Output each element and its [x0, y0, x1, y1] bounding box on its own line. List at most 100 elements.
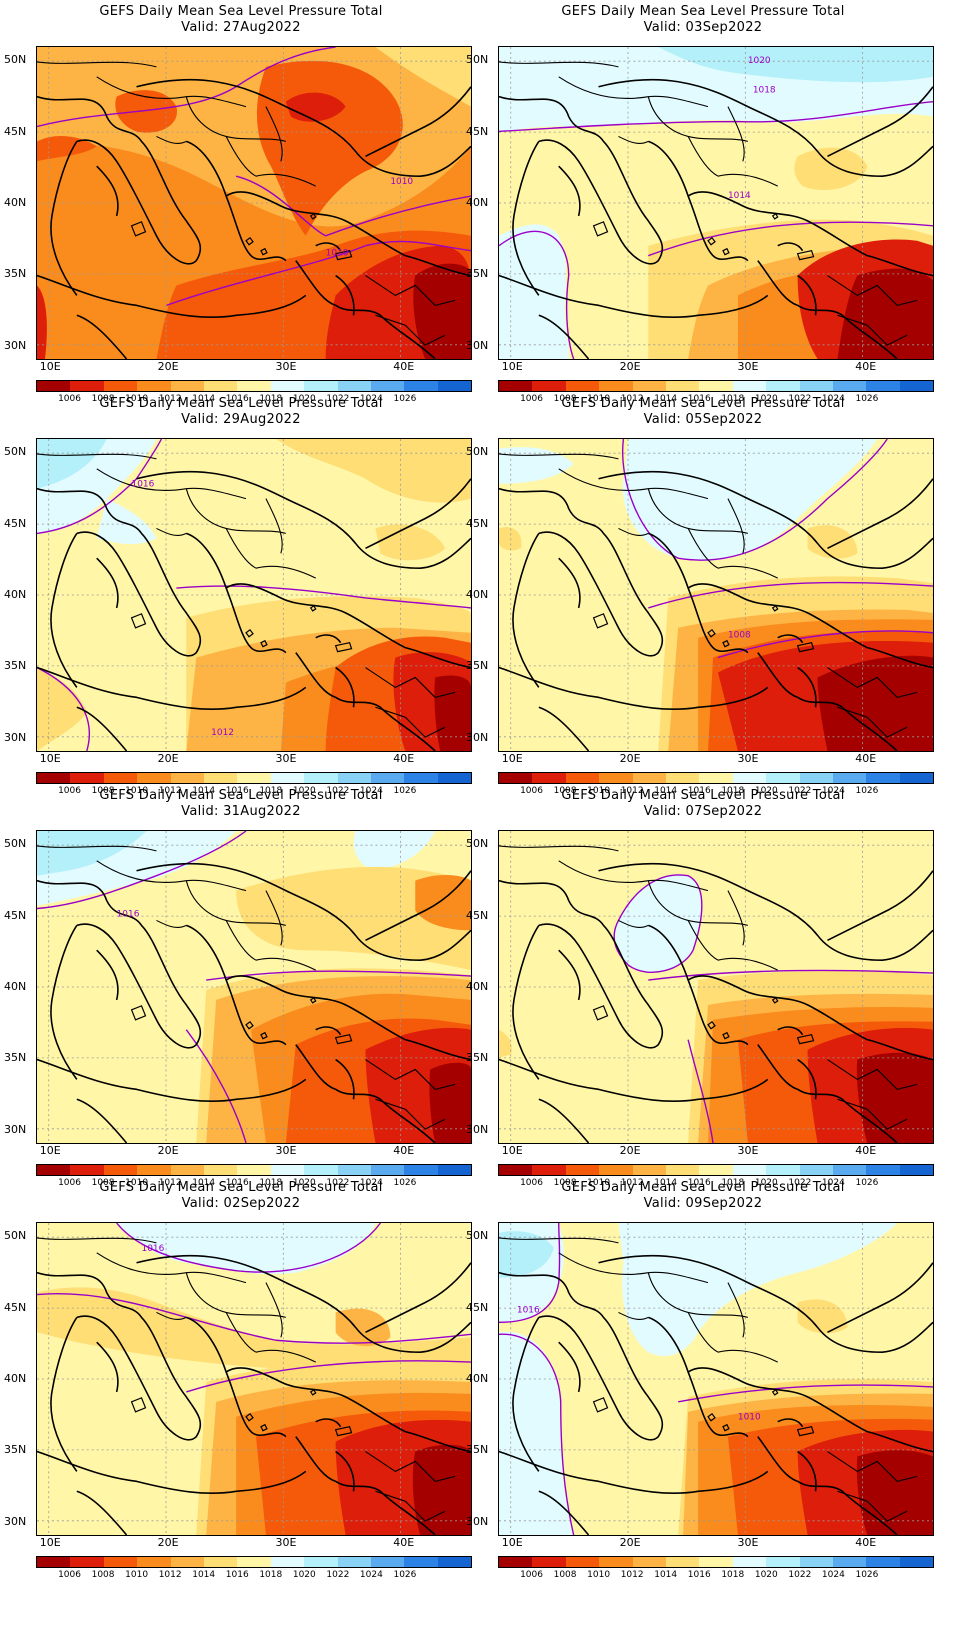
coastline: [598, 862, 749, 892]
coastline: [499, 879, 664, 1049]
y-tick-label: 45N: [466, 908, 489, 922]
isobar-label: 1010: [326, 249, 349, 259]
coastline: [499, 1058, 769, 1103]
coastline: [512, 532, 540, 688]
colorbar-segment: [832, 381, 867, 391]
panel-title: GEFS Daily Mean Sea Level Pressure Total: [99, 396, 383, 411]
isobar-label: 1018: [753, 86, 776, 96]
colorbar-label: 1018: [259, 394, 283, 404]
coastline: [76, 1098, 128, 1143]
x-tick-label: 30E: [737, 360, 759, 373]
y-tick-label: 50N: [466, 53, 489, 67]
pressure-fill-region: [353, 831, 436, 871]
pressure-fill-region: [797, 1299, 848, 1334]
island: [245, 236, 254, 246]
coastline: [96, 1341, 119, 1393]
country-border: [255, 565, 316, 579]
pressure-fill-region: [807, 525, 858, 559]
colorbar-segment: [237, 381, 271, 391]
colorbar-segment: [370, 381, 405, 391]
colorbar-label: 1012: [158, 394, 182, 404]
country-border: [156, 919, 187, 928]
pressure-fill-region: [236, 866, 471, 971]
colorbar-label: 1014: [654, 394, 678, 404]
coastline: [225, 191, 471, 277]
x-tick-label: 10E: [39, 1144, 61, 1157]
country-border: [365, 1451, 456, 1482]
isobar-contour: [648, 969, 933, 981]
map-canvas: [499, 831, 933, 1143]
y-tick-label: 30N: [466, 730, 489, 744]
country-border: [618, 1311, 649, 1320]
colorbar-label: 1024: [359, 1570, 383, 1580]
colorbar-segment: [370, 1557, 405, 1567]
x-tick-label: 10E: [39, 360, 61, 373]
map-canvas: 1016 1012: [37, 439, 471, 751]
isobar-label: 1010: [390, 177, 413, 187]
map-panel: GEFS Daily Mean Sea Level Pressure Total…: [462, 1176, 944, 1586]
country-border: [375, 1098, 446, 1130]
colorbar: [498, 1164, 934, 1176]
colorbar: [498, 1556, 934, 1568]
country-border: [365, 1059, 456, 1090]
colorbar-segment: [899, 1557, 934, 1567]
y-tick-label: 30N: [466, 338, 489, 352]
island: [771, 1389, 779, 1396]
island: [130, 613, 147, 629]
colorbar-label: 1010: [587, 1570, 611, 1580]
isobar-contour: [499, 230, 575, 359]
island: [260, 1423, 268, 1432]
coastline: [499, 1450, 769, 1495]
map-canvas: 1016 1010: [499, 1223, 933, 1535]
y-tick-label: 30N: [466, 1514, 489, 1528]
coastline: [225, 1367, 471, 1453]
coastline: [335, 1450, 355, 1492]
colorbar-label: 1026: [393, 1178, 417, 1188]
colorbar-segment: [70, 1557, 104, 1567]
colorbar-segment: [599, 1557, 633, 1567]
coastline: [315, 634, 342, 644]
coastline: [757, 260, 898, 359]
colorbar-segment: [304, 1557, 338, 1567]
pressure-fill-region: [499, 447, 574, 484]
coastline: [598, 78, 749, 108]
colorbar-label: 1022: [326, 1178, 350, 1188]
y-tick-label: 30N: [4, 730, 27, 744]
coastline: [37, 487, 202, 657]
coastline: [76, 706, 128, 751]
colorbar-segment: [665, 381, 700, 391]
coastline: [186, 924, 287, 1046]
country-border: [96, 860, 247, 892]
x-tick-label: 40E: [393, 1536, 415, 1549]
x-tick-label: 10E: [501, 752, 523, 765]
coastline: [512, 924, 540, 1080]
y-tick-label: 35N: [4, 1443, 27, 1457]
colorbar-segment: [203, 773, 238, 783]
pressure-fill-region: [499, 1029, 512, 1058]
island: [707, 236, 716, 246]
country-border: [618, 919, 649, 928]
panel-title: GEFS Daily Mean Sea Level Pressure Total: [99, 4, 383, 19]
colorbar-label: 1016: [687, 786, 711, 796]
coastline: [499, 487, 664, 657]
x-tick-label: 20E: [619, 360, 641, 373]
pressure-fill-region: [856, 1052, 933, 1143]
isobar-contour: [687, 1039, 714, 1143]
colorbar-segment: [404, 1557, 438, 1567]
coastline: [827, 1262, 933, 1334]
island: [771, 997, 779, 1004]
colorbar-segment: [270, 381, 305, 391]
country-border: [827, 1451, 918, 1482]
pressure-fill-region: [116, 1223, 376, 1275]
y-tick-label: 40N: [4, 980, 27, 993]
colorbar-label: 1020: [292, 1178, 316, 1188]
island: [245, 1020, 254, 1030]
y-tick-label: 50N: [4, 53, 27, 67]
coastline: [295, 652, 436, 751]
colorbar-segment: [237, 1165, 271, 1175]
panel-title: GEFS Daily Mean Sea Level Pressure Total: [99, 1180, 383, 1195]
coastline: [777, 634, 804, 644]
colorbar-segment: [766, 381, 800, 391]
colorbar-label: 1024: [359, 394, 383, 404]
pressure-fill-region: [37, 667, 87, 751]
